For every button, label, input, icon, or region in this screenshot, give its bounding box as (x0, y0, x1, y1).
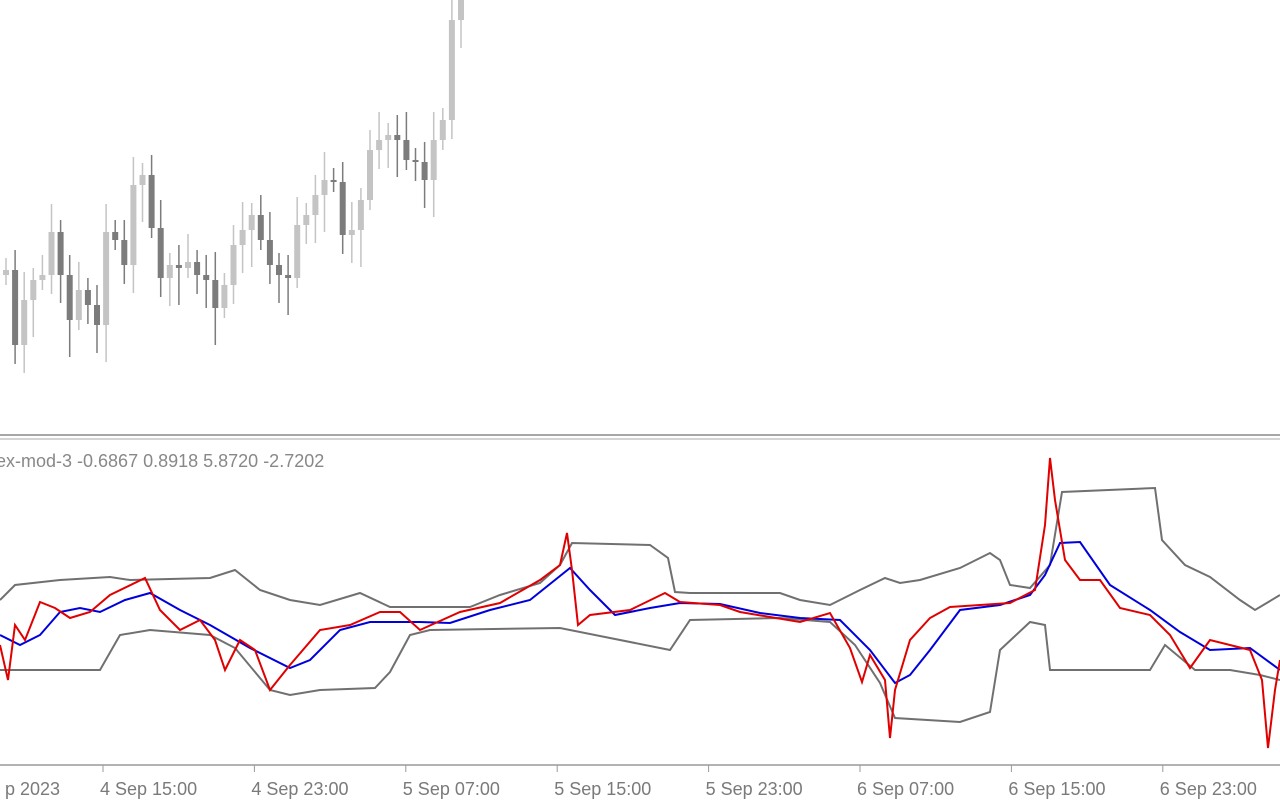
time-axis-labels: p 2023 4 Sep 15:00 4 Sep 23:00 5 Sep 07:00 5… (5, 765, 1257, 799)
candle-body (321, 180, 328, 195)
candle-body (348, 230, 355, 235)
time-label: 6 Sep 23:00 (1160, 779, 1257, 799)
main-line (0, 457, 1280, 749)
candle-body (84, 290, 91, 305)
candle-body (139, 175, 146, 185)
candle-body (367, 150, 373, 200)
upper-band (0, 486, 1280, 612)
candle-body (339, 182, 346, 235)
time-label: 4 Sep 23:00 (251, 779, 348, 799)
candle-body (394, 135, 401, 140)
candle-body (294, 225, 301, 278)
candle-body (312, 195, 319, 215)
indicator-lines (0, 457, 1280, 749)
candle-body (385, 135, 392, 140)
candle-body (21, 300, 28, 345)
lower-band (0, 616, 1280, 724)
price-candles (3, 0, 464, 373)
candle-body (276, 265, 282, 275)
time-label: 5 Sep 07:00 (403, 779, 500, 799)
candle-body (357, 200, 364, 230)
time-label: 4 Sep 15:00 (100, 779, 197, 799)
candle-body (185, 262, 191, 268)
time-label: 6 Sep 15:00 (1008, 779, 1105, 799)
candle-body (48, 232, 55, 275)
candle-body (248, 215, 255, 230)
time-label: 6 Sep 07:00 (857, 779, 954, 799)
candle-body (39, 275, 46, 280)
candle-body (212, 280, 219, 308)
candle-body (376, 140, 383, 150)
candle-body (103, 232, 110, 325)
candle-body (148, 175, 155, 228)
candle-body (75, 290, 82, 320)
candle-body (257, 215, 264, 240)
candle-body (112, 232, 119, 240)
candle-body (221, 285, 228, 308)
candle-body (57, 232, 64, 275)
candle-body (412, 160, 419, 162)
candle-body (403, 140, 410, 160)
candle-body (175, 265, 182, 268)
candle-body (330, 180, 337, 182)
candle-body (430, 140, 437, 180)
candle-body (194, 262, 201, 275)
candle-body (285, 275, 292, 278)
time-label: p 2023 (5, 779, 60, 799)
time-label: 5 Sep 23:00 (706, 779, 803, 799)
candle-body (458, 0, 464, 20)
candle-body (12, 270, 19, 345)
candle-body (439, 120, 446, 140)
candle-body (121, 240, 128, 265)
time-label: 5 Sep 15:00 (554, 779, 651, 799)
candle-body (421, 162, 428, 180)
candle-body (66, 275, 73, 320)
candle-body (94, 305, 100, 325)
signal-line (0, 540, 1280, 685)
candle-body (30, 280, 37, 300)
candle-body (157, 228, 164, 278)
candle-body (303, 215, 310, 225)
candle-body (203, 275, 210, 280)
candle-body (166, 265, 173, 278)
candle-body (3, 270, 9, 275)
candle-body (448, 20, 455, 120)
candle-body (239, 230, 246, 245)
candle-body (230, 245, 237, 285)
candle-body (266, 240, 273, 265)
indicator-label: ex-mod-3 -0.6867 0.8918 5.8720 -2.7202 (0, 451, 324, 471)
candle-body (130, 185, 137, 265)
